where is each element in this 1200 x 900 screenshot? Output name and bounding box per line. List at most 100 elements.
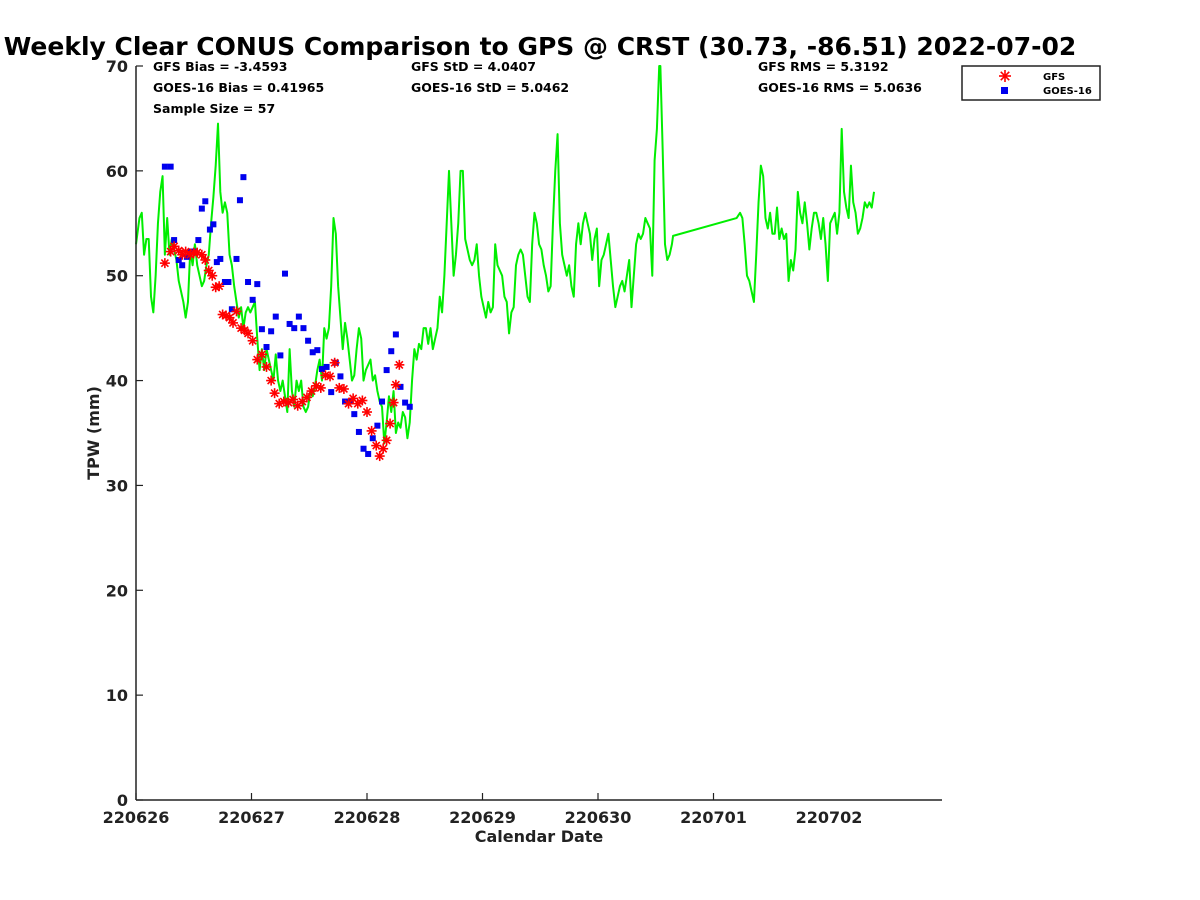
goes-point	[277, 352, 284, 359]
gfs-point	[203, 265, 214, 276]
goes-point	[402, 399, 409, 406]
gfs-point	[385, 418, 396, 429]
asterisk-stroke	[1000, 71, 1010, 81]
asterisk-stroke	[225, 313, 234, 322]
x-tick-label: 220629	[449, 808, 516, 827]
asterisk-stroke	[288, 395, 298, 404]
gfs-point	[261, 361, 272, 372]
goes-rms-text: GOES-16 RMS = 5.0636	[758, 80, 922, 95]
asterisk-stroke	[330, 358, 339, 367]
asterisk-stroke	[349, 394, 358, 403]
x-ticks: 220626 220627 220628 220629 220630 220701 2207…	[103, 793, 862, 827]
goes-point	[272, 313, 279, 320]
gfs-point	[159, 258, 170, 269]
asterisk-stroke	[197, 250, 206, 259]
goes-point	[249, 296, 256, 303]
goes-point	[202, 198, 209, 205]
asterisk-stroke	[312, 381, 321, 390]
asterisk-stroke	[232, 307, 241, 316]
gfs-point	[338, 383, 349, 394]
goes-point	[183, 253, 190, 260]
gfs-point	[269, 388, 280, 399]
x-tick-label: 220626	[103, 808, 170, 827]
gfs-point	[165, 246, 176, 257]
asterisk-stroke	[267, 376, 276, 385]
asterisk-stroke	[218, 310, 227, 319]
asterisk-stroke	[389, 398, 398, 407]
legend: GFS GOES-16	[961, 65, 1101, 101]
goes-point	[268, 328, 275, 335]
goes-point	[383, 367, 390, 374]
asterisk-stroke	[395, 360, 404, 369]
asterisk-stroke	[237, 324, 246, 333]
goes-point	[236, 197, 243, 204]
y-tick-label: 50	[106, 267, 128, 286]
asterisk-stroke	[335, 383, 344, 393]
goes-point	[379, 398, 386, 405]
plot-area	[135, 65, 876, 462]
goes-point	[210, 221, 217, 228]
legend-gfs-asterisk	[999, 70, 1011, 82]
goes-point	[351, 411, 358, 418]
legend-box	[961, 65, 1101, 101]
y-tick-label: 0	[117, 791, 128, 810]
goes-point	[406, 403, 413, 410]
stats-block: GFS Bias = -3.4593 GOES-16 Bias = 0.4196…	[153, 59, 922, 116]
asterisk-stroke	[166, 247, 175, 256]
gfs-point	[169, 241, 180, 252]
asterisk-stroke	[302, 393, 312, 402]
asterisk-stroke	[367, 426, 376, 436]
asterisk-stroke	[325, 372, 335, 381]
y-tick-label: 70	[106, 57, 128, 76]
x-tick-label: 220701	[680, 808, 747, 827]
goes-point	[365, 450, 372, 457]
asterisk-stroke	[221, 311, 231, 320]
goes-std-text: GOES-16 StD = 5.0462	[411, 80, 569, 95]
goes-point	[213, 259, 220, 266]
asterisk-stroke	[248, 336, 257, 345]
goes-point	[221, 279, 228, 286]
y-ticks: 0 10 20 30 40 50 60 70	[106, 57, 143, 810]
goes-point	[392, 331, 399, 338]
y-tick-label: 60	[106, 162, 128, 181]
goes-point	[328, 389, 335, 396]
asterisk-stroke	[279, 397, 288, 406]
gfs-point	[362, 407, 372, 418]
x-tick-label: 220630	[565, 808, 632, 827]
gfs-point	[247, 335, 258, 346]
asterisk-stroke	[382, 436, 391, 445]
gfs-point	[288, 394, 299, 405]
goes-point	[305, 337, 312, 344]
gfs-point	[228, 317, 239, 328]
gfs-point	[196, 249, 207, 260]
asterisk-stroke	[193, 248, 202, 257]
goes-point	[228, 306, 235, 313]
asterisk-stroke	[262, 362, 271, 372]
asterisk-stroke	[385, 419, 395, 428]
asterisk-stroke	[215, 282, 224, 291]
asterisk-stroke	[358, 396, 367, 405]
gfs-rms-text: GFS RMS = 5.3192	[758, 59, 889, 74]
asterisk-stroke	[204, 266, 213, 275]
goes-point	[225, 279, 232, 286]
goes-point	[309, 349, 316, 356]
asterisk-stroke	[201, 255, 210, 265]
sample-size-text: Sample Size = 57	[153, 101, 275, 116]
gfs-point	[207, 270, 218, 281]
chart-title: Weekly Clear CONUS Comparison to GPS @ C…	[4, 32, 1077, 61]
goes-point	[291, 325, 298, 332]
asterisk-stroke	[174, 246, 183, 255]
goes-point	[263, 344, 270, 351]
asterisk-stroke	[321, 371, 330, 380]
gfs-point	[329, 357, 340, 368]
asterisk-stroke	[316, 383, 325, 393]
goes-point	[195, 237, 202, 244]
asterisk-stroke	[270, 389, 279, 398]
goes-bias-text: GOES-16 Bias = 0.41965	[153, 80, 324, 95]
asterisk-stroke	[243, 329, 253, 338]
gfs-point	[357, 395, 368, 406]
gfs-point	[378, 443, 389, 454]
goes-point	[198, 205, 205, 212]
asterisk-stroke	[362, 407, 372, 417]
